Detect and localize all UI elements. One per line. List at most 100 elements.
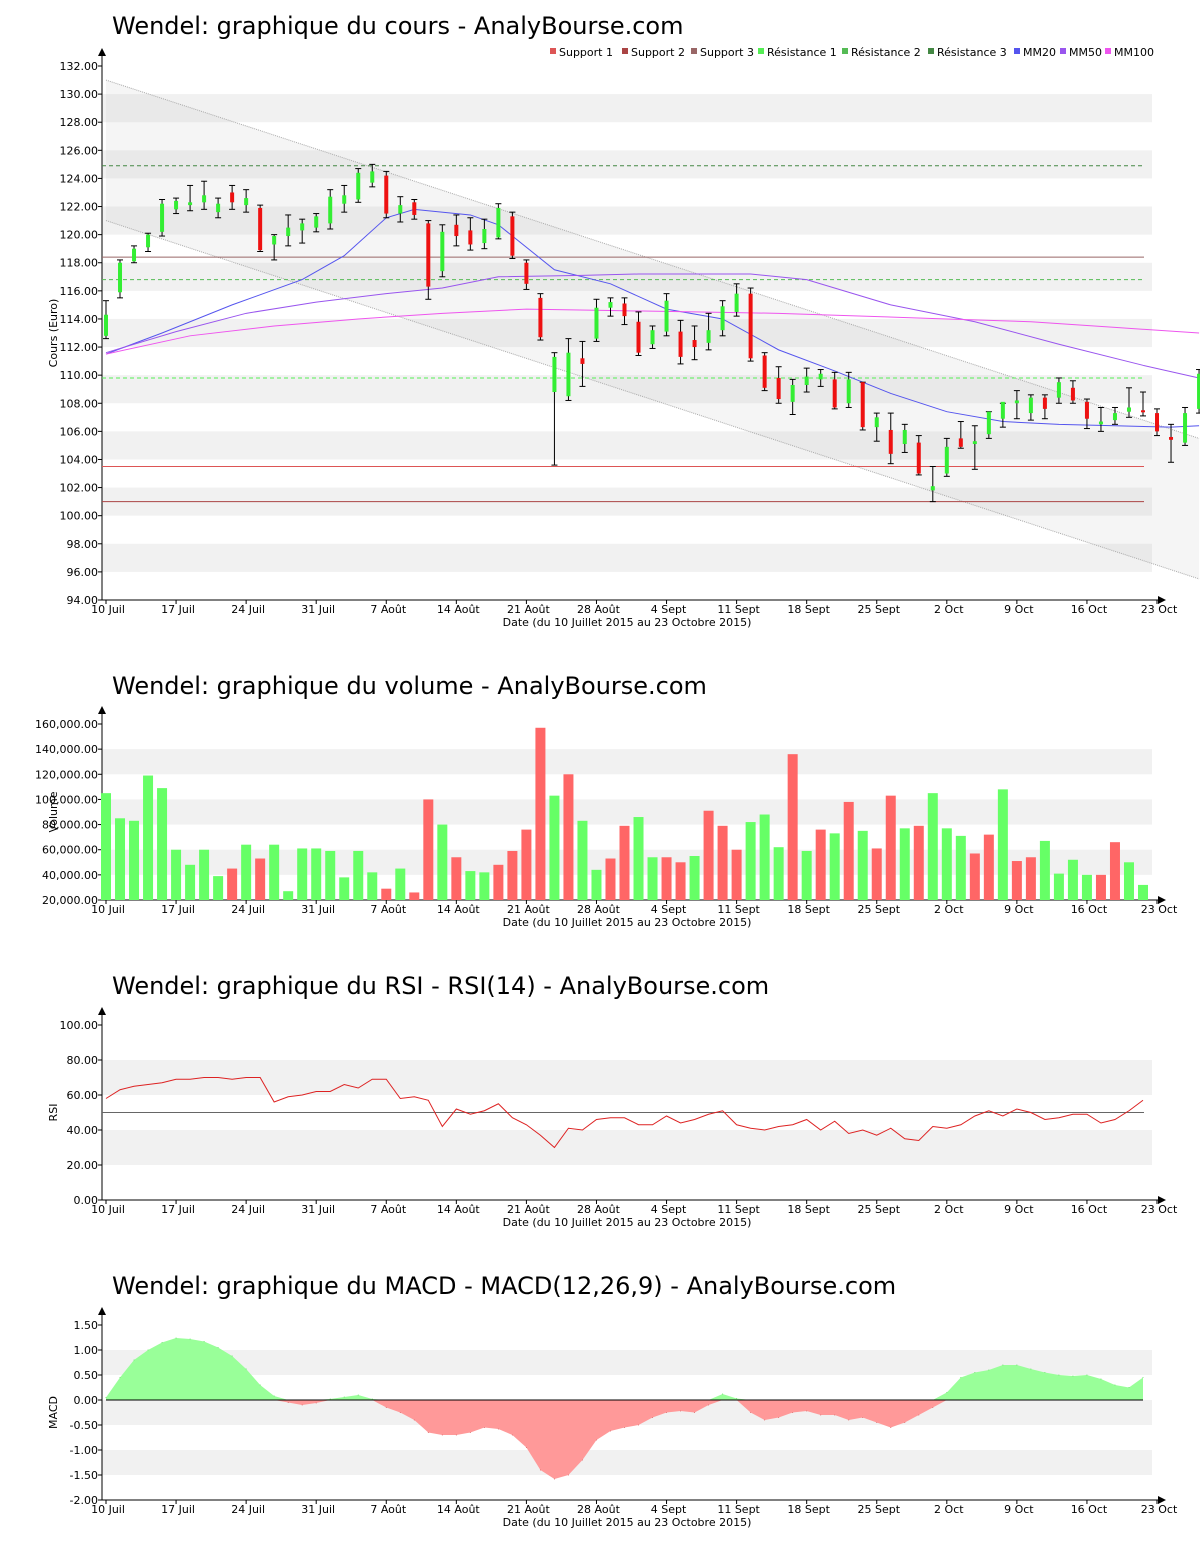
macd-point xyxy=(105,1397,107,1398)
price-legend-item: Résistance 3 xyxy=(928,46,1007,59)
price-candle-body xyxy=(524,262,529,284)
macd-point xyxy=(525,1447,527,1448)
price-candle-body xyxy=(566,352,571,397)
macd-x-tick-label: 9 Oct xyxy=(1004,1503,1034,1516)
macd-point xyxy=(792,1412,794,1413)
price-legend: Support 1 Support 2 Support 3 Résistance 1 R… xyxy=(550,46,1154,59)
price-y-axis-arrow xyxy=(98,48,106,56)
volume-x-tick-label: 18 Sept xyxy=(787,903,830,916)
volume-bar xyxy=(115,818,126,900)
volume-y-tick-label: 100,000.00 xyxy=(35,793,98,806)
price-candle-body xyxy=(1000,401,1005,419)
price-mm20-line xyxy=(105,208,1200,428)
volume-y-tick-label: 40,000.00 xyxy=(42,869,98,882)
price-candle-body xyxy=(1014,400,1019,404)
price-x-axis-arrow xyxy=(1158,596,1166,604)
volume-bar xyxy=(1138,884,1148,900)
rsi-x-tick-label: 25 Sept xyxy=(857,1203,900,1216)
volume-bar xyxy=(283,891,294,900)
volume-x-tick-label: 9 Oct xyxy=(1004,903,1034,916)
price-candle xyxy=(411,199,418,220)
price-candle xyxy=(1013,390,1020,420)
volume-bar xyxy=(395,868,406,900)
price-candle-body xyxy=(902,429,907,445)
price-candle xyxy=(901,423,908,453)
volume-bar xyxy=(955,835,966,900)
price-legend-item: MM20 xyxy=(1014,46,1056,59)
macd-chart-title: Wendel: graphique du MACD - MACD(12,26,9… xyxy=(112,1272,897,1300)
rsi-chart-title: Wendel: graphique du RSI - RSI(14) - Ana… xyxy=(112,972,770,1000)
price-x-tick-label: 21 Août xyxy=(507,603,551,616)
volume-bar xyxy=(437,824,448,900)
volume-bar xyxy=(423,799,434,900)
price-y-tick-label: 106.00 xyxy=(60,425,99,438)
volume-bar xyxy=(227,868,238,900)
price-candle-body xyxy=(692,340,697,348)
volume-bar xyxy=(773,847,784,900)
rsi-x-tick-label: 9 Oct xyxy=(1004,1203,1034,1216)
macd-point xyxy=(427,1432,429,1433)
price-candle-body xyxy=(1126,407,1131,412)
price-legend-swatch xyxy=(691,48,697,54)
price-candle-body xyxy=(818,373,823,380)
price-candle-body xyxy=(1169,436,1174,440)
price-candle-body xyxy=(1028,397,1033,414)
price-channel-lower xyxy=(105,220,1200,580)
volume-y-tick-label: 80,000.00 xyxy=(42,819,98,832)
price-candle xyxy=(1168,423,1175,463)
volume-bar xyxy=(297,848,308,900)
price-legend-swatch xyxy=(842,48,848,54)
price-chart: 94.00 96.00 98.00 100.00 102.00 104.00 106.00 1… xyxy=(47,46,1200,629)
price-candle xyxy=(817,369,824,387)
macd-point xyxy=(1030,1368,1032,1370)
price-candle-body xyxy=(370,171,375,183)
price-legend-label: MM50 xyxy=(1069,46,1102,59)
price-candle-body xyxy=(342,195,347,204)
volume-bar xyxy=(1067,859,1078,900)
macd-positive-area xyxy=(106,1338,1143,1400)
price-candle-body xyxy=(664,300,669,332)
price-candle xyxy=(1055,377,1062,404)
macd-point xyxy=(1016,1364,1018,1366)
price-legend-item: MM50 xyxy=(1060,46,1102,59)
price-candle-body xyxy=(706,330,711,343)
macd-point xyxy=(932,1407,934,1408)
rsi-grid-band xyxy=(102,1060,1152,1095)
macd-point xyxy=(133,1359,135,1361)
price-candle xyxy=(691,325,698,361)
price-legend-label: MM100 xyxy=(1114,46,1154,59)
price-candle-body xyxy=(356,172,361,200)
price-candle-body xyxy=(1056,382,1061,398)
macd-point xyxy=(357,1394,359,1396)
rsi-grid-band xyxy=(102,1130,1152,1165)
price-legend-item: Support 2 xyxy=(622,46,685,59)
volume-bar xyxy=(927,793,938,900)
rsi-x-axis-arrow xyxy=(1158,1196,1166,1204)
macd-point xyxy=(750,1412,752,1413)
price-grid-band xyxy=(102,318,1152,348)
price-grid-band xyxy=(102,206,1152,235)
macd-point xyxy=(624,1427,625,1428)
price-candle xyxy=(523,259,530,290)
volume-bar xyxy=(577,820,588,900)
volume-bar xyxy=(1011,861,1022,900)
macd-point xyxy=(1100,1378,1102,1380)
macd-x-axis-arrow xyxy=(1158,1496,1166,1504)
macd-point xyxy=(862,1417,864,1418)
price-candle-body xyxy=(412,202,417,215)
price-candle xyxy=(537,293,544,341)
price-legend-swatch xyxy=(758,48,764,54)
price-candle-body xyxy=(118,262,123,293)
volume-bar xyxy=(647,857,658,900)
price-candle-body xyxy=(230,192,235,203)
price-y-tick-label: 104.00 xyxy=(60,453,99,466)
macd-point xyxy=(301,1404,303,1406)
volume-bar xyxy=(325,850,336,900)
volume-bar xyxy=(185,864,196,900)
macd-point xyxy=(553,1478,555,1480)
macd-x-tick-label: 31 Juil xyxy=(301,1503,335,1516)
macd-point xyxy=(1128,1387,1130,1388)
volume-bar xyxy=(731,849,742,900)
price-x-tick-label: 7 Août xyxy=(370,603,407,616)
volume-bar xyxy=(311,848,322,900)
